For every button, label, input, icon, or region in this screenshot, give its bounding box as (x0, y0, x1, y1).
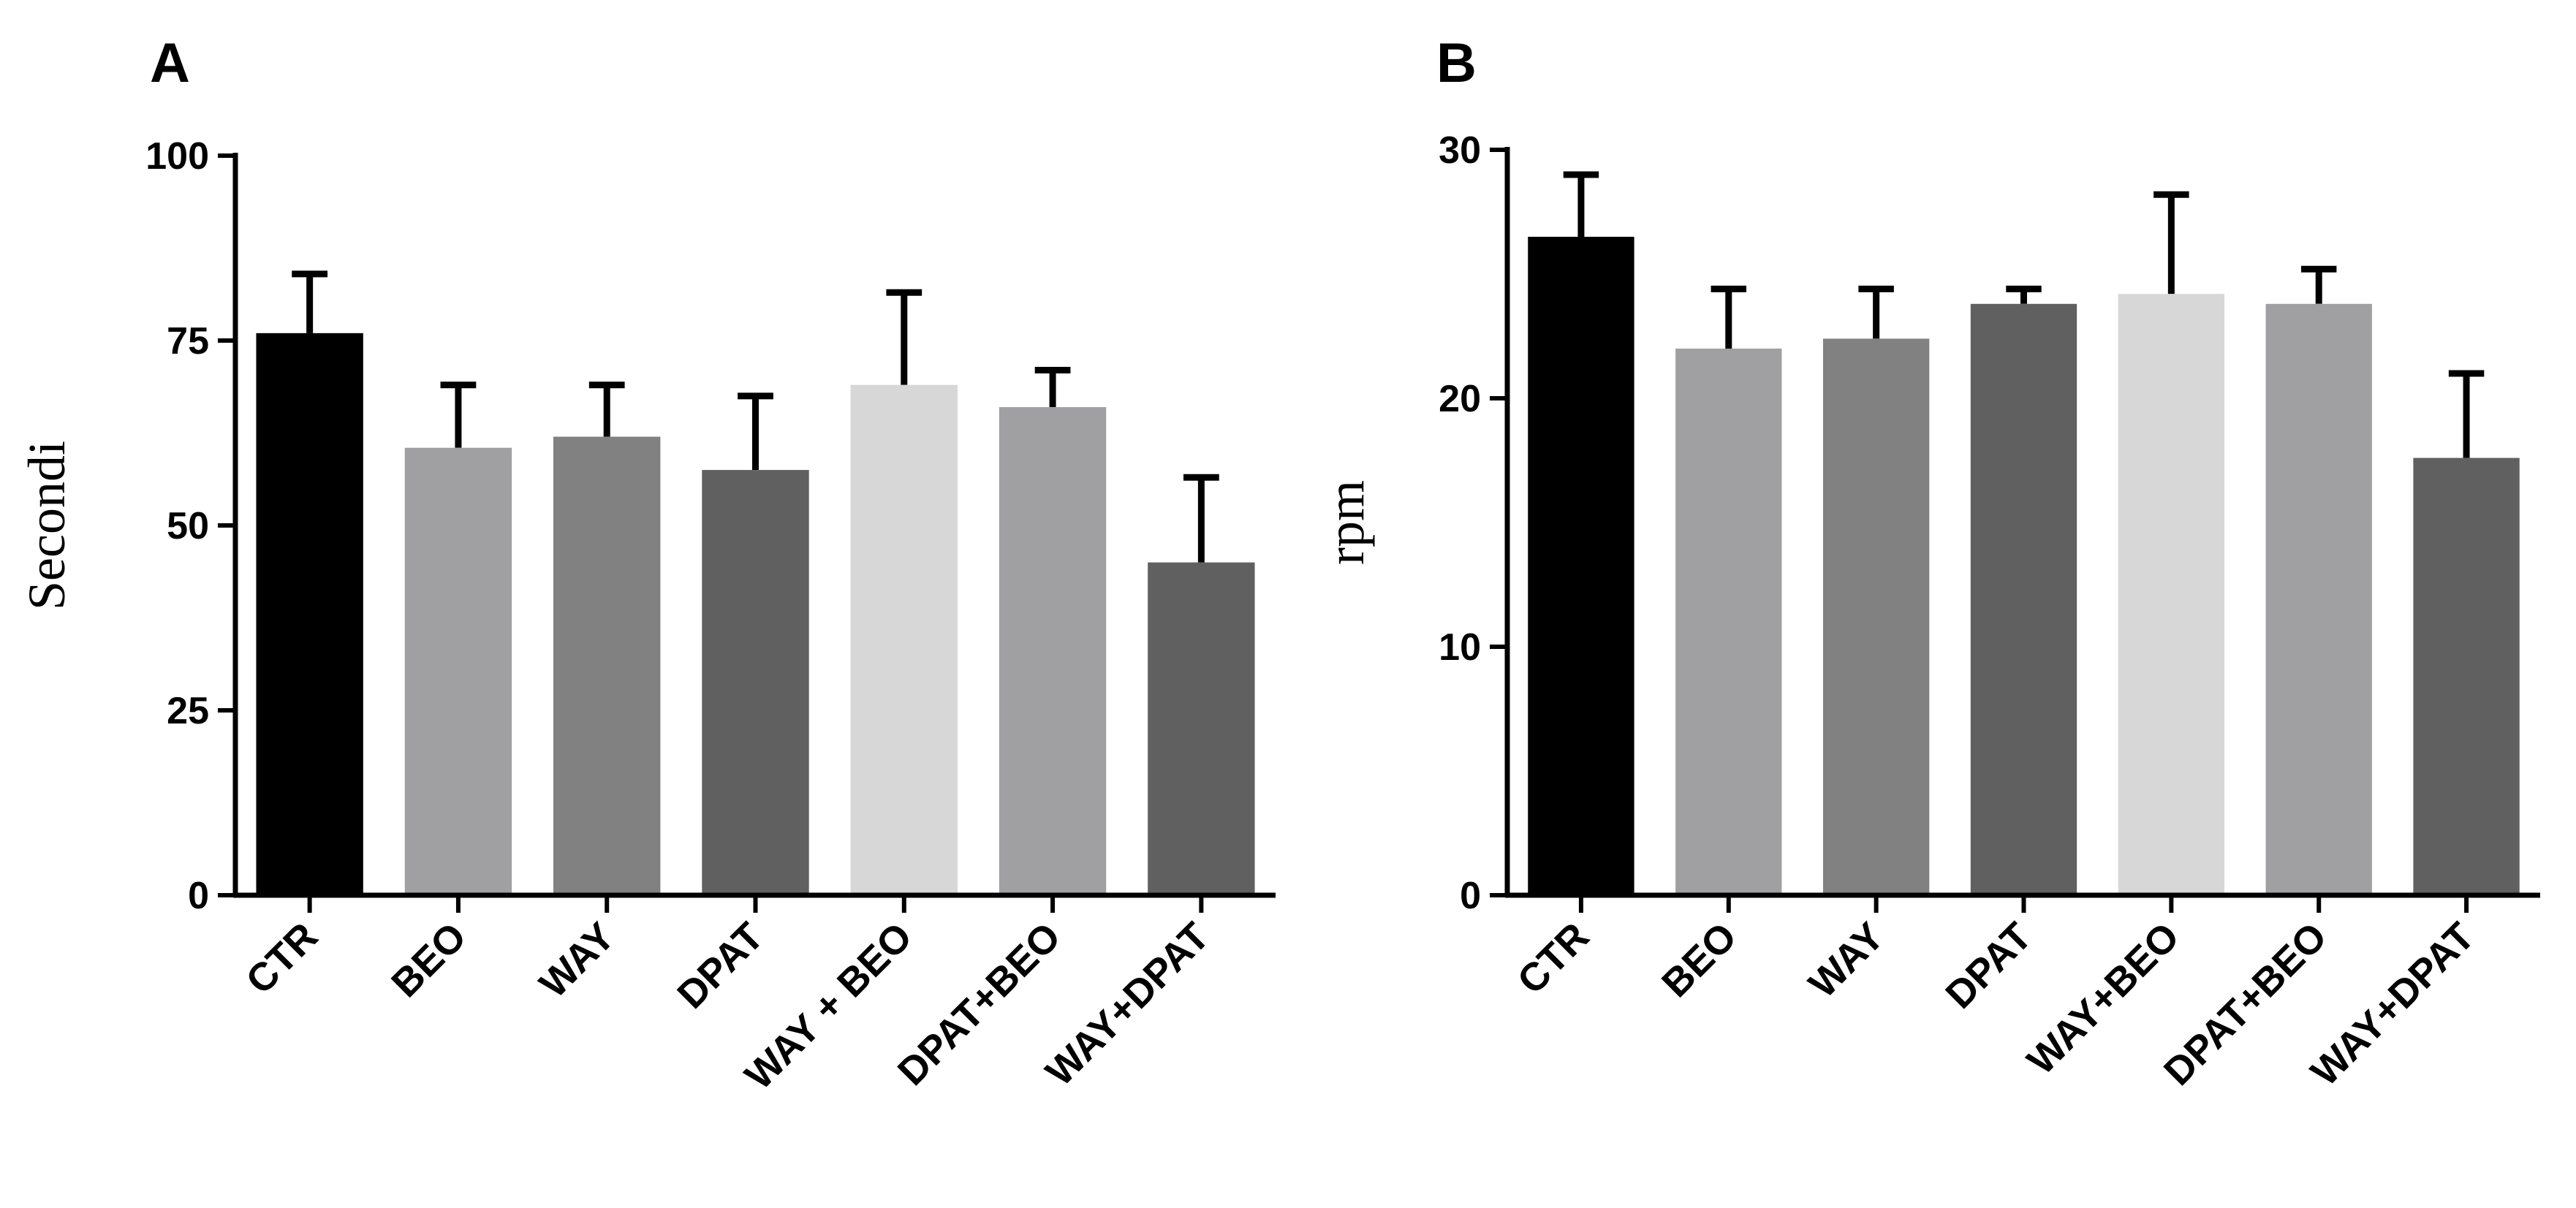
y-tick-label: 75 (167, 320, 209, 362)
bar-beo (404, 447, 512, 895)
bar-beo (1675, 349, 1782, 895)
x-tick-label: CTR (1509, 914, 1598, 1003)
bar-way-dpat (2413, 457, 2520, 895)
bar-way-beo (2118, 294, 2225, 895)
bar-way-beo (850, 384, 958, 895)
bar-ctr (256, 333, 363, 895)
x-tick-label: BEO (1653, 914, 1745, 1006)
bar-dpat-beo (2265, 303, 2372, 895)
panel-label: A (150, 32, 190, 94)
y-tick-label: 30 (1439, 129, 1481, 172)
panel-label: B (1436, 32, 1477, 94)
y-tick-label: 10 (1439, 626, 1481, 669)
x-tick-label: WAY (531, 914, 624, 1006)
y-tick-label: 0 (1460, 875, 1481, 917)
bar-way (1822, 338, 1930, 895)
bar-ctr (1528, 237, 1634, 895)
y-tick-label: 20 (1439, 378, 1481, 420)
bar-way-dpat (1148, 562, 1255, 895)
y-tick-label: 25 (167, 690, 209, 732)
y-tick-label: 100 (145, 135, 209, 178)
bar-dpat (702, 470, 809, 895)
y-axis-label: rpm (1317, 480, 1375, 565)
y-axis-label: Secondi (18, 441, 76, 610)
bar-dpat (1970, 303, 2077, 895)
y-tick-label: 50 (167, 505, 209, 547)
x-tick-label: DPAT (1937, 914, 2040, 1017)
x-tick-label: CTR (238, 914, 326, 1003)
bar-dpat-beo (999, 407, 1107, 895)
x-tick-label: WAY (1800, 914, 1893, 1006)
bar-way (553, 436, 661, 895)
y-tick-label: 0 (188, 875, 209, 917)
x-tick-label: BEO (383, 914, 474, 1006)
x-tick-label: DPAT (669, 914, 772, 1017)
